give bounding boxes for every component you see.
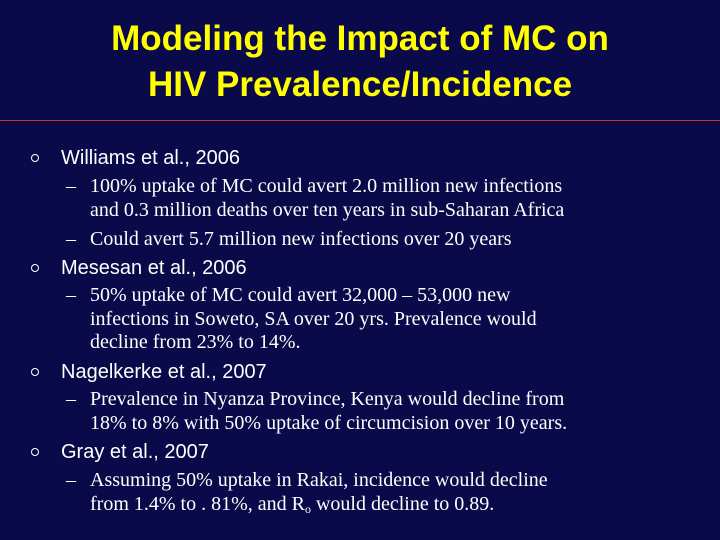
sub-line: decline from 23% to 14%. bbox=[90, 331, 301, 353]
sub-line: infections in Soweto, SA over 20 yrs. Pr… bbox=[90, 307, 537, 330]
bullet-label: Williams et al., 2006 bbox=[61, 147, 240, 169]
sub-bullet-text: Assuming 50% uptake in Rakai, incidence … bbox=[90, 469, 686, 516]
title-line-1: Modeling the Impact of MC on bbox=[111, 19, 609, 58]
sub-line: 100% uptake of MC could avert 2.0 millio… bbox=[90, 175, 563, 197]
sub-line: Assuming 50% uptake in Rakai, incidence … bbox=[90, 469, 548, 491]
bullet-williams: Williams et al., 2006 bbox=[28, 145, 240, 171]
dash-icon: – bbox=[66, 228, 76, 250]
bullet-label: Mesesan et al., 2006 bbox=[61, 257, 247, 279]
bullet-circle-icon bbox=[31, 448, 39, 456]
dash-icon: – bbox=[66, 175, 76, 197]
slide-title: Modeling the Impact of MC on HIV Prevale… bbox=[0, 16, 720, 108]
bullet-circle-icon bbox=[31, 264, 39, 272]
sub-bullet: – Could avert 5.7 million new infections… bbox=[66, 228, 686, 252]
sub-bullet: – Assuming 50% uptake in Rakai, incidenc… bbox=[66, 469, 686, 516]
sub-bullet-text: Could avert 5.7 million new infections o… bbox=[90, 228, 686, 252]
bullet-gray: Gray et al., 2007 bbox=[28, 439, 209, 465]
dash-icon: – bbox=[66, 469, 76, 491]
bullet-mesesan: Mesesan et al., 2006 bbox=[28, 255, 247, 281]
bullet-label: Nagelkerke et al., 2007 bbox=[61, 361, 267, 383]
sub-line: 18% to 8% with 50% uptake of circumcisio… bbox=[90, 411, 568, 434]
sub-line: 50% uptake of MC could avert 32,000 – 53… bbox=[90, 284, 511, 306]
bullet-circle-icon bbox=[31, 368, 39, 376]
sub-bullet-text: 50% uptake of MC could avert 32,000 – 53… bbox=[90, 284, 686, 355]
sub-line: Prevalence in Nyanza Province, Kenya wou… bbox=[90, 388, 565, 410]
sub-line-part: from 1.4% to . 81%, and R bbox=[90, 492, 305, 515]
sub-bullet-text: 100% uptake of MC could avert 2.0 millio… bbox=[90, 175, 686, 222]
sub-line: from 1.4% to . 81%, and Ro would decline… bbox=[90, 493, 686, 517]
sub-bullet-text: Prevalence in Nyanza Province, Kenya wou… bbox=[90, 388, 686, 435]
dash-icon: – bbox=[66, 388, 76, 410]
sub-line: Could avert 5.7 million new infections o… bbox=[90, 228, 512, 250]
sub-line-part: would decline to 0.89. bbox=[310, 492, 495, 515]
bullet-nagelkerke: Nagelkerke et al., 2007 bbox=[28, 359, 267, 385]
r-subscript: o bbox=[304, 501, 311, 516]
bullet-label: Gray et al., 2007 bbox=[61, 441, 209, 463]
bullet-circle-icon bbox=[31, 154, 39, 162]
sub-bullet: – Prevalence in Nyanza Province, Kenya w… bbox=[66, 388, 686, 435]
title-divider bbox=[0, 120, 720, 121]
dash-icon: – bbox=[66, 284, 76, 306]
sub-line: and 0.3 million deaths over ten years in… bbox=[90, 198, 565, 221]
sub-bullet: – 50% uptake of MC could avert 32,000 – … bbox=[66, 284, 686, 355]
sub-bullet: – 100% uptake of MC could avert 2.0 mill… bbox=[66, 175, 686, 222]
title-line-2: HIV Prevalence/Incidence bbox=[147, 65, 573, 104]
